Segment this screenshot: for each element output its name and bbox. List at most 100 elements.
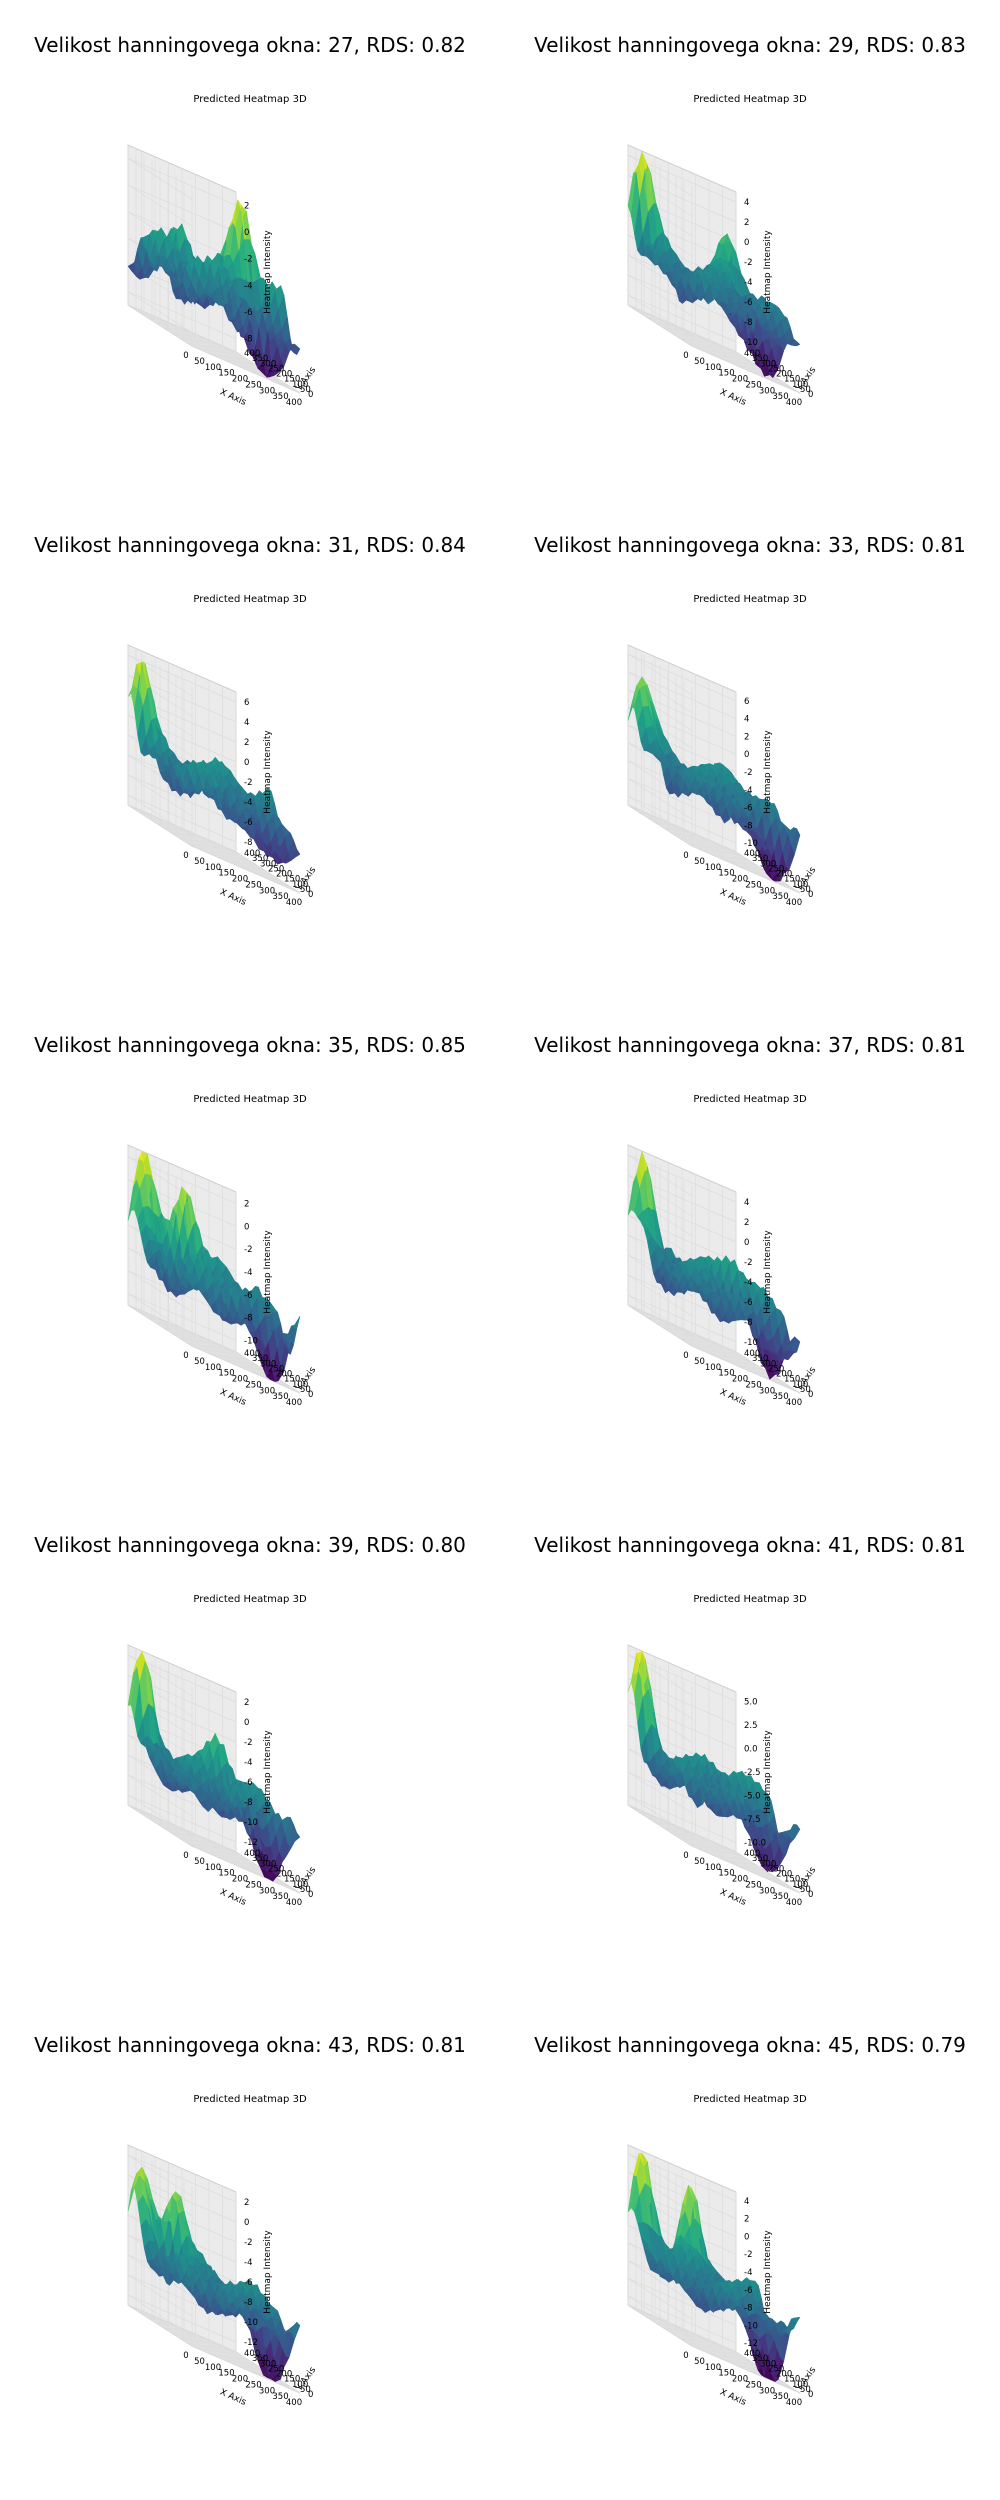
y-tick-label: 350 xyxy=(252,1354,268,1364)
grid-line xyxy=(127,654,237,703)
grid-line xyxy=(127,184,193,227)
y-tick-label: 200 xyxy=(776,870,792,880)
x-tick-label: 400 xyxy=(286,2398,302,2408)
z-tick-label: 2 xyxy=(744,2215,749,2225)
z-tick-label: -2 xyxy=(744,258,752,268)
x-tick-label: 200 xyxy=(732,2375,748,2385)
grid-line xyxy=(159,825,269,873)
y-tick-label: 300 xyxy=(260,2359,276,2369)
plot-title: Predicted Heatmap 3D xyxy=(193,594,307,605)
z-tick-label: 5.0 xyxy=(744,1697,758,1707)
plot-title: Predicted Heatmap 3D xyxy=(693,1594,807,1605)
grid-line xyxy=(151,1820,261,1868)
x-tick-label: 100 xyxy=(705,363,721,373)
z-axis-label: Heatmap Intensity xyxy=(263,2230,273,2314)
surface-plot: Predicted Heatmap 3D05010015020025030035… xyxy=(627,1094,818,1408)
x-tick-label: 250 xyxy=(245,2380,261,2390)
x-tick-label: 350 xyxy=(272,1892,288,1902)
x-tick-label: 50 xyxy=(694,2357,705,2367)
grid-line xyxy=(151,320,261,368)
grid-line xyxy=(127,2304,237,2353)
z-tick-label: 0 xyxy=(244,2218,249,2228)
panel-title: Velikost hanningovega okna: 35, RDS: 0.8… xyxy=(34,1033,466,1057)
z-axis-label: Heatmap Intensity xyxy=(763,1230,773,1314)
surface-plot: Predicted Heatmap 3D05010015020025030035… xyxy=(127,2094,318,2408)
x-tick-label: 50 xyxy=(694,857,705,867)
z-tick-label: -8 xyxy=(744,1318,752,1328)
x-tick-label: 350 xyxy=(772,2392,788,2402)
x-axis-label: X Axis xyxy=(718,2387,748,2408)
grid-line xyxy=(127,1270,193,1313)
grid-line xyxy=(695,1834,760,1876)
chart-panel: Velikost hanningovega okna: 45, RDS: 0.7… xyxy=(500,2000,1000,2500)
grid-line xyxy=(635,1809,745,1858)
panel-title: Velikost hanningovega okna: 37, RDS: 0.8… xyxy=(534,1033,966,1057)
x-axis-label: X Axis xyxy=(718,1387,748,1408)
surface-plot: Predicted Heatmap 3D05010015020025030035… xyxy=(127,1094,318,1408)
y-tick-label: 50 xyxy=(300,1385,311,1395)
panel-title: Velikost hanningovega okna: 45, RDS: 0.7… xyxy=(534,2033,966,2057)
z-tick-label: -10 xyxy=(244,1337,258,1347)
y-tick-label: 200 xyxy=(276,370,292,380)
z-tick-label: -4 xyxy=(244,1758,252,1768)
chart-panel: Velikost hanningovega okna: 27, RDS: 0.8… xyxy=(0,0,500,500)
grid-line xyxy=(635,809,745,858)
grid-line xyxy=(127,2154,237,2203)
grid-line xyxy=(143,1314,253,1363)
z-tick-label: -8 xyxy=(744,318,752,328)
y-tick-label: 100 xyxy=(792,1380,808,1390)
grid-line xyxy=(127,794,237,843)
grid-line xyxy=(208,2339,274,2382)
x-tick-label: 300 xyxy=(759,1886,775,1896)
x-tick-label: 200 xyxy=(732,1375,748,1385)
y-tick-label: 400 xyxy=(244,2349,260,2359)
z-tick-label: -6 xyxy=(244,1778,252,1788)
z-tick-label: -8 xyxy=(244,1314,252,1324)
chart-panel: Velikost hanningovega okna: 41, RDS: 0.8… xyxy=(500,1500,1000,2000)
grid-line xyxy=(722,1845,787,1888)
x-axis-label: X Axis xyxy=(218,887,248,908)
grid-line xyxy=(208,1339,274,1382)
grid-line xyxy=(627,1274,693,1317)
grid-line xyxy=(127,2294,237,2343)
grid-line xyxy=(708,839,774,882)
y-tick-label: 250 xyxy=(268,364,284,374)
y-tick-label: 0 xyxy=(308,390,313,400)
grid-line xyxy=(127,774,237,823)
x-tick-label: 0 xyxy=(683,351,688,361)
y-tick-label: 150 xyxy=(284,1875,300,1885)
z-tick-label: -12 xyxy=(244,1838,258,1848)
surface xyxy=(127,1650,301,1882)
x-tick-label: 350 xyxy=(272,1392,288,1402)
y-tick-label: 0 xyxy=(308,1890,313,1900)
grid-line xyxy=(627,294,737,343)
x-tick-label: 300 xyxy=(759,386,775,396)
y-tick-label: 250 xyxy=(768,864,784,874)
grid-line xyxy=(659,1825,769,1873)
grid-line xyxy=(127,2294,193,2337)
grid-line xyxy=(143,814,253,863)
z-tick-label: 2 xyxy=(744,1218,749,1228)
y-tick-label: 200 xyxy=(776,1370,792,1380)
z-tick-label: -2 xyxy=(244,778,252,788)
plot-title: Predicted Heatmap 3D xyxy=(693,1094,807,1105)
plot-title: Predicted Heatmap 3D xyxy=(193,1594,307,1605)
y-tick-label: 150 xyxy=(784,2375,800,2385)
z-tick-label: -6 xyxy=(244,2278,252,2288)
grid-line xyxy=(627,2278,693,2320)
x-tick-label: 0 xyxy=(683,1851,688,1861)
panel-title: Velikost hanningovega okna: 31, RDS: 0.8… xyxy=(34,533,466,557)
grid-line xyxy=(127,291,193,333)
y-tick-label: 0 xyxy=(808,1890,813,1900)
plot-title: Predicted Heatmap 3D xyxy=(193,1094,307,1105)
grid-line xyxy=(222,345,287,388)
z-axis-label: Heatmap Intensity xyxy=(763,2230,773,2314)
y-tick-label: 250 xyxy=(768,2364,784,2374)
z-axis-label: Heatmap Intensity xyxy=(263,730,273,814)
grid-line xyxy=(635,309,745,358)
x-tick-label: 350 xyxy=(272,392,288,402)
grid-line xyxy=(643,1814,753,1863)
x-tick-label: 300 xyxy=(259,2386,275,2396)
x-tick-label: 150 xyxy=(718,1869,734,1879)
grid-line xyxy=(151,2320,261,2368)
